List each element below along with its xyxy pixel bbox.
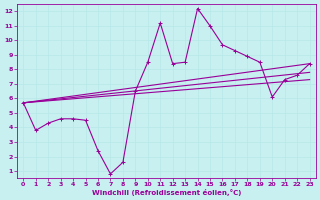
X-axis label: Windchill (Refroidissement éolien,°C): Windchill (Refroidissement éolien,°C) <box>92 189 241 196</box>
